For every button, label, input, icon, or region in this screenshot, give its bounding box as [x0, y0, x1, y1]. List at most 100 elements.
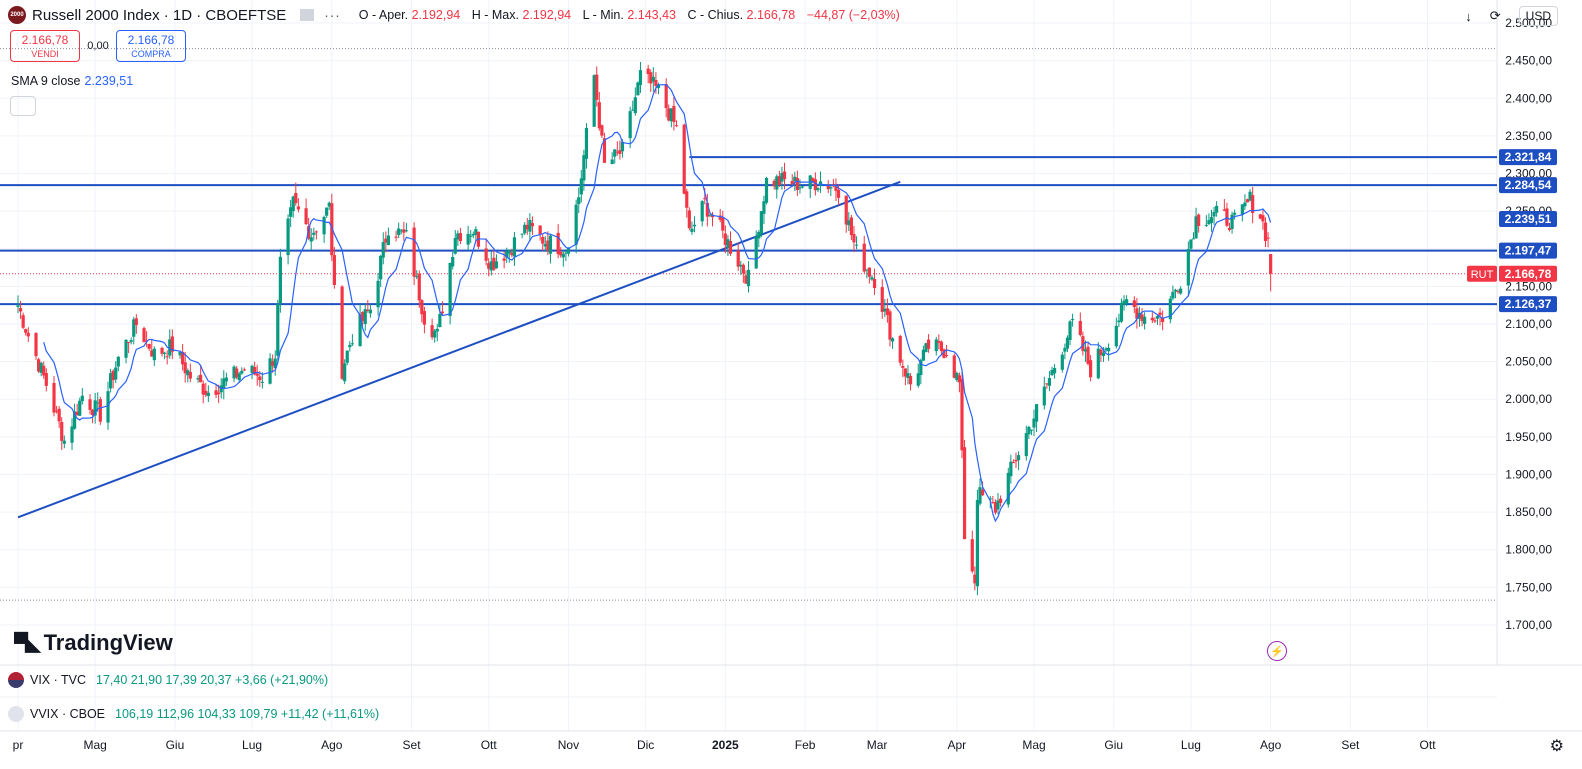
- candle: [361, 311, 365, 326]
- candle-body: [214, 390, 218, 395]
- arrow-down-icon[interactable]: ↓: [1465, 8, 1472, 24]
- sma-legend[interactable]: SMA 9 close 2.239,51: [11, 74, 133, 88]
- candle-body: [150, 350, 154, 357]
- candle: [1125, 295, 1129, 307]
- candle-body: [492, 257, 496, 270]
- candle: [510, 248, 514, 258]
- candle-body: [826, 185, 830, 190]
- candle-body: [883, 308, 887, 312]
- settings-gear-icon[interactable]: ⚙: [1549, 738, 1564, 755]
- candle-body: [260, 381, 264, 383]
- candle-body: [739, 264, 743, 267]
- buy-button[interactable]: 2.166,78 COMPRA: [116, 30, 186, 62]
- candle: [996, 492, 1000, 515]
- candle-body: [1261, 215, 1265, 222]
- candle-body: [541, 236, 545, 244]
- candle: [777, 170, 781, 187]
- candle-body: [1042, 386, 1046, 406]
- candle-body: [471, 233, 475, 236]
- candle-body: [368, 309, 372, 314]
- candle: [955, 371, 959, 382]
- visibility-icon[interactable]: [300, 9, 315, 21]
- candle: [276, 299, 280, 363]
- candle-body: [795, 178, 799, 191]
- candle: [849, 214, 853, 240]
- candle: [1171, 285, 1175, 301]
- candle: [690, 221, 694, 235]
- candle: [21, 312, 25, 330]
- candle-body: [813, 179, 817, 191]
- candle: [1215, 201, 1219, 217]
- currency-select[interactable]: USD: [1518, 6, 1558, 26]
- candle-body: [1158, 312, 1162, 316]
- candle: [1161, 310, 1165, 331]
- candle: [1114, 317, 1118, 349]
- russell-logo-icon: 2000: [8, 6, 26, 24]
- time-tick-label: Ott: [1420, 738, 1437, 752]
- candle: [934, 336, 938, 356]
- candle: [548, 234, 553, 264]
- candle-body: [384, 238, 388, 243]
- time-tick-label: Mag: [1022, 738, 1045, 752]
- candle-body: [62, 440, 66, 444]
- candle-body: [204, 390, 208, 395]
- candle: [451, 252, 455, 270]
- lightning-icon[interactable]: ⚡: [1267, 641, 1287, 661]
- candle: [1099, 348, 1103, 363]
- candle: [795, 170, 799, 196]
- candle-body: [165, 356, 169, 358]
- candle-body: [52, 382, 56, 413]
- candle-body: [703, 198, 707, 200]
- candle-body: [394, 236, 398, 238]
- candle-body: [1207, 220, 1211, 225]
- vix-pane-legend[interactable]: VIX · TVC 17,40 21,90 17,39 20,37 +3,66 …: [8, 672, 332, 688]
- candle-body: [564, 252, 568, 254]
- candle: [1104, 346, 1108, 352]
- candle: [327, 201, 331, 210]
- candle: [667, 104, 671, 122]
- candle: [397, 222, 401, 239]
- candle-body: [57, 408, 61, 422]
- candle: [556, 224, 560, 259]
- refresh-icon[interactable]: ⟳: [1489, 8, 1501, 23]
- candle: [523, 222, 527, 235]
- candle-body: [780, 173, 784, 182]
- candle: [1052, 364, 1057, 379]
- candle-body: [934, 339, 938, 352]
- candle-body: [1266, 237, 1270, 239]
- time-tick-label: Ott: [481, 738, 498, 752]
- symbol-title[interactable]: Russell 2000 Index · 1D · CBOEFTSE: [32, 6, 287, 24]
- tradingview-logo[interactable]: ▀◣ TradingView: [14, 630, 173, 656]
- candle: [862, 235, 866, 274]
- candle: [250, 364, 254, 380]
- candle-body: [142, 328, 146, 343]
- candle-body: [955, 373, 959, 381]
- candle: [993, 499, 998, 515]
- candle: [880, 279, 884, 319]
- candle: [60, 417, 64, 450]
- candle-body: [847, 220, 851, 226]
- candle: [314, 230, 318, 240]
- time-tick-label: Apr: [948, 738, 967, 752]
- price-tag-label: 2.284,54: [1505, 178, 1552, 192]
- candle-body: [1263, 222, 1268, 242]
- candle-body: [991, 502, 995, 504]
- candle-body: [402, 229, 406, 233]
- more-options-icon[interactable]: ···: [324, 7, 341, 23]
- candle: [1009, 454, 1013, 484]
- candle-body: [1006, 472, 1010, 505]
- vvix-pane-legend[interactable]: VVIX · CBOE 106,19 112,96 104,33 109,79 …: [8, 706, 383, 722]
- candle: [998, 495, 1003, 507]
- sell-button[interactable]: 2.166,78 VENDI: [10, 30, 80, 62]
- brand-name: TradingView: [43, 630, 173, 655]
- candle: [829, 185, 833, 197]
- candle-body: [1161, 317, 1165, 323]
- collapse-legend-button[interactable]: [10, 96, 36, 116]
- candle: [484, 238, 488, 266]
- candle-body: [1009, 461, 1013, 477]
- candle-body: [1063, 347, 1067, 352]
- trendline: [17, 180, 901, 519]
- candle: [1251, 186, 1255, 224]
- candle: [721, 210, 725, 239]
